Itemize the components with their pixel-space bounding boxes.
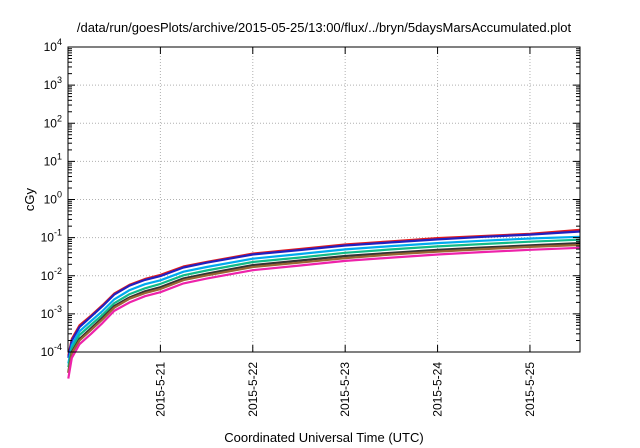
y-axis-label: cGy — [22, 187, 37, 211]
y-tick-label: 10-3 — [41, 304, 62, 321]
series-line-5 — [67, 242, 581, 373]
y-tick-label: 10-1 — [41, 228, 62, 245]
y-axis-ticks: 10-4 10-3 10-2 10-1 100 101 102 103 104 — [41, 37, 580, 359]
x-tick-label: 2015-5-23 — [338, 362, 352, 417]
y-tick-label: 100 — [44, 190, 62, 207]
series-group — [67, 228, 581, 379]
y-tick-label: 102 — [44, 113, 62, 130]
y-tick-label: 104 — [44, 37, 62, 54]
series-line-2 — [67, 230, 581, 359]
series-line-7 — [67, 246, 581, 379]
x-axis-label: Coordinated Universal Time (UTC) — [224, 430, 423, 445]
x-tick-label: 2015-5-22 — [246, 362, 260, 417]
series-line-4 — [67, 238, 581, 368]
x-axis-ticks: 2015-5-21 2015-5-22 2015-5-23 2015-5-24 2015… — [153, 47, 537, 417]
grid — [68, 47, 580, 352]
chart-title: /data/run/goesPlots/archive/2015-05-25/1… — [77, 20, 572, 35]
y-tick-label: 103 — [44, 75, 62, 92]
x-tick-label: 2015-5-24 — [431, 362, 445, 417]
series-line-6 — [67, 243, 581, 374]
y-tick-label: 101 — [44, 151, 62, 168]
x-tick-label: 2015-5-25 — [523, 362, 537, 417]
x-tick-label: 2015-5-21 — [153, 362, 167, 417]
series-line-3 — [67, 235, 581, 364]
y-tick-label: 10-2 — [41, 266, 62, 283]
y-tick-label: 10-4 — [41, 342, 62, 359]
